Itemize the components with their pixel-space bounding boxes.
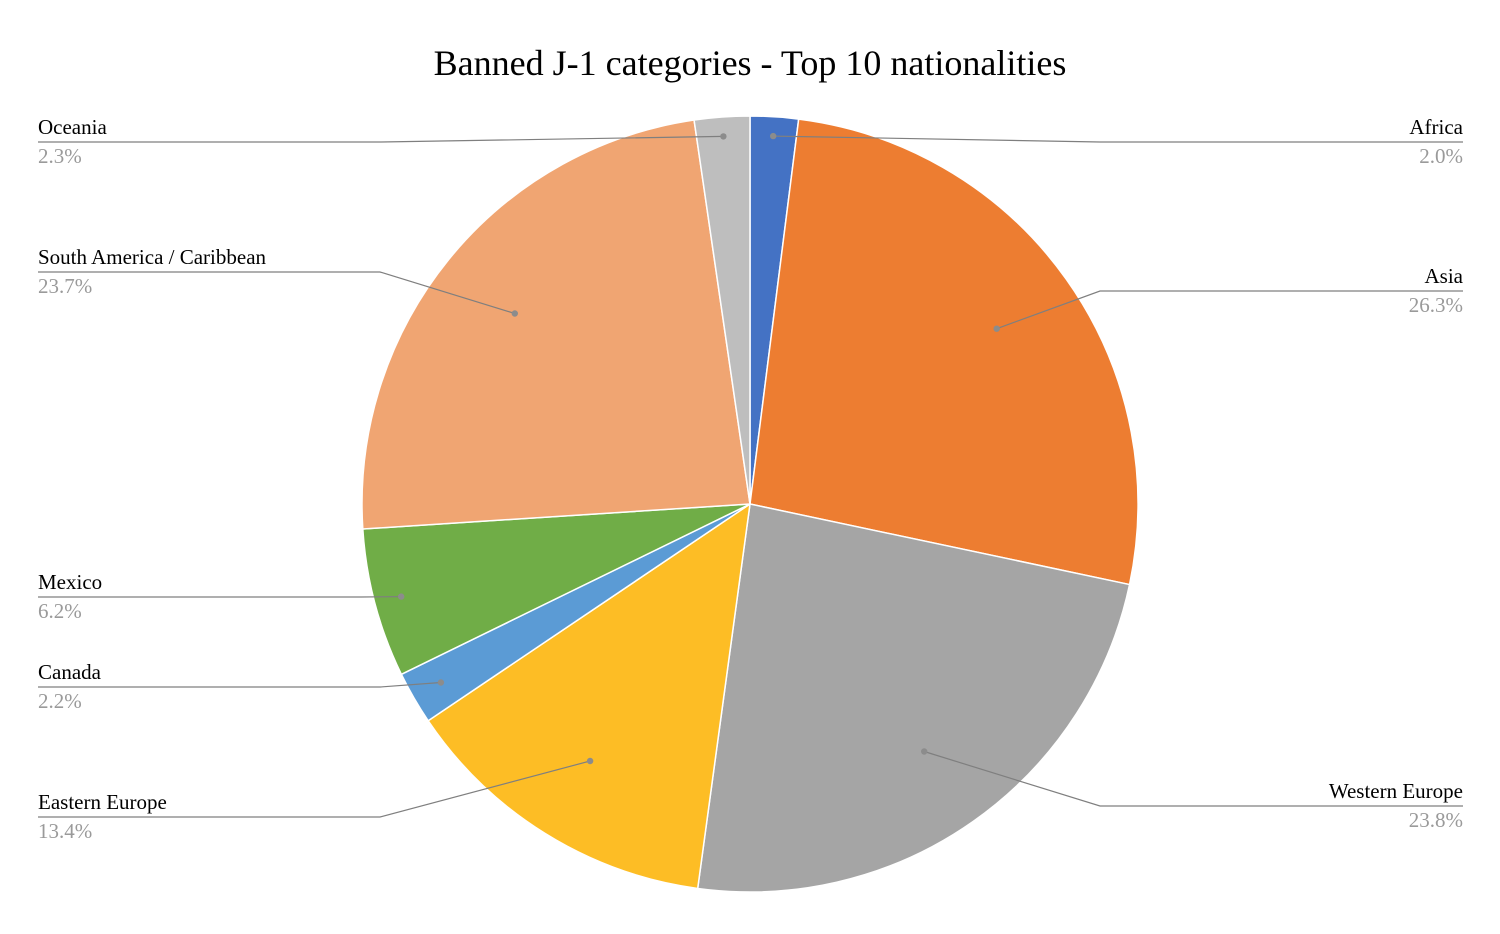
slice-label-mexico: Mexico: [38, 570, 102, 594]
callout-dot-oceania: [720, 133, 727, 140]
slice-label-africa: Africa: [1409, 115, 1463, 139]
slice-value-africa: 2.0%: [1419, 144, 1463, 168]
slice-value-eastern-europe: 13.4%: [38, 819, 92, 843]
slice-label-asia: Asia: [1425, 264, 1464, 288]
callout-line-western-europe: [924, 750, 1463, 807]
pie-slice-oceania: [693, 115, 751, 505]
callout-dot-africa: [770, 132, 777, 140]
slice-value-asia: 26.3%: [1409, 293, 1463, 317]
slice-label-oceania: Oceania: [38, 115, 107, 139]
callout-line-canada: [38, 681, 441, 688]
slice-value-western-europe: 23.8%: [1409, 808, 1463, 832]
slice-label-eastern-europe: Eastern Europe: [38, 790, 167, 814]
callout-dot-mexico: [398, 593, 405, 600]
slice-value-oceania: 2.3%: [38, 144, 82, 168]
callout-line-south-america-caribbean: [38, 271, 515, 315]
pie-slice-south-america-caribbean: [361, 119, 751, 530]
callout-dot-western-europe: [921, 748, 928, 755]
pie-slice-asia: [749, 118, 1139, 586]
callout-dot-south-america-caribbean: [511, 310, 518, 317]
callout-dot-canada: [437, 679, 445, 686]
callout-line-eastern-europe: [38, 760, 591, 818]
slice-value-mexico: 6.2%: [38, 599, 82, 623]
slice-value-south-america-caribbean: 23.7%: [38, 274, 92, 298]
pie-slice-western-europe: [696, 503, 1131, 893]
pie-slice-eastern-europe: [427, 502, 751, 890]
callout-line-africa: [773, 135, 1463, 143]
callout-line-oceania: [38, 135, 724, 143]
callout-line-asia: [996, 290, 1463, 330]
pie-slice-mexico: [362, 503, 751, 676]
slice-label-western-europe: Western Europe: [1329, 779, 1463, 803]
slice-value-canada: 2.2%: [38, 689, 82, 713]
callout-dot-eastern-europe: [586, 757, 594, 765]
slice-label-south-america-caribbean: South America / Caribbean: [38, 245, 267, 269]
slice-label-canada: Canada: [38, 660, 102, 684]
callout-dot-asia: [993, 325, 1000, 332]
chart-title: Banned J-1 categories - Top 10 nationali…: [433, 43, 1067, 83]
